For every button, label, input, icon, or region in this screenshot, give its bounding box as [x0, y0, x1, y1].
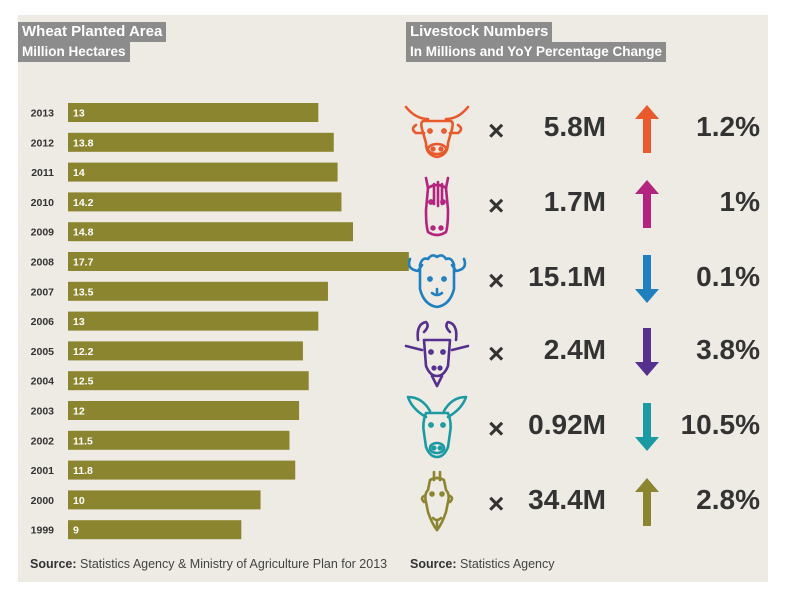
bar — [68, 460, 296, 480]
wheat-source-text: Statistics Agency & Ministry of Agricult… — [76, 557, 388, 571]
livestock-row-cow: × 5.8M 1.2% — [400, 95, 760, 167]
bar — [68, 281, 328, 301]
year-label: 2005 — [31, 346, 55, 358]
livestock-source-label: Source: — [410, 557, 457, 571]
year-label: 2006 — [31, 316, 55, 328]
livestock-row-sheep: × 15.1M 0.1% — [400, 245, 760, 317]
multiply-sign: × — [488, 338, 505, 369]
year-label: 1999 — [31, 525, 55, 537]
year-label: 2012 — [31, 137, 55, 149]
wheat-source: Source: Statistics Agency & Ministry of … — [30, 557, 387, 571]
livestock-change: 10.5% — [680, 409, 760, 440]
arrow-up-icon — [635, 478, 659, 526]
multiply-sign: × — [488, 115, 505, 146]
wheat-title: Wheat Planted Area — [18, 22, 167, 42]
bar-value-label: 11.5 — [73, 435, 93, 447]
bar — [68, 371, 309, 391]
bar — [68, 430, 290, 450]
bar-value-label: 11.8 — [73, 465, 93, 477]
bar-value-label: 12.2 — [73, 346, 94, 358]
year-label: 2004 — [31, 376, 55, 388]
cow-icon — [404, 105, 470, 159]
bar-value-label: 10 — [73, 495, 85, 507]
bar — [68, 490, 261, 510]
year-label: 2007 — [31, 286, 55, 298]
bar — [68, 132, 334, 152]
year-label: 2009 — [31, 227, 55, 239]
bar-value-label: 9 — [73, 525, 79, 537]
wheat-subtitle: Million Hectares — [18, 42, 130, 62]
year-label: 2001 — [31, 465, 55, 477]
arrow-up-icon — [635, 105, 659, 153]
arrow-up-icon — [635, 180, 659, 228]
year-label: 2003 — [31, 406, 55, 418]
livestock-row-horse: × 1.7M 1% — [400, 170, 760, 242]
livestock-count: 2.4M — [543, 334, 606, 365]
arrow-down-icon — [635, 255, 659, 303]
multiply-sign: × — [488, 265, 505, 296]
bar — [68, 401, 300, 420]
bar — [68, 311, 319, 331]
year-label: 2010 — [31, 197, 55, 209]
bar — [68, 222, 353, 242]
camel-icon — [420, 470, 454, 532]
horse-icon — [424, 176, 450, 237]
goat-icon — [404, 320, 470, 388]
livestock-source-text: Statistics Agency — [456, 557, 555, 571]
livestock-change: 2.8% — [696, 484, 760, 515]
livestock-count: 0.92M — [528, 409, 606, 440]
year-label: 2008 — [31, 257, 55, 269]
bar-value-label: 14.2 — [73, 197, 94, 209]
bar — [68, 252, 409, 271]
multiply-sign: × — [488, 190, 505, 221]
livestock-row-donkey: × 0.92M 10.5% — [400, 393, 760, 465]
bar — [68, 162, 338, 182]
wheat-source-label: Source: — [30, 557, 77, 571]
year-label: 2011 — [31, 167, 54, 179]
livestock-change: 1% — [719, 186, 760, 217]
livestock-count: 1.7M — [543, 186, 606, 217]
bar-value-label: 12.5 — [73, 376, 94, 388]
bar-value-label: 13.8 — [73, 137, 94, 149]
livestock-row-goat: × 2.4M 3.8% — [400, 318, 760, 390]
bar-value-label: 12 — [73, 406, 85, 418]
livestock-count: 5.8M — [543, 111, 606, 142]
multiply-sign: × — [488, 488, 505, 519]
sheep-icon — [407, 254, 467, 309]
arrow-down-icon — [635, 328, 659, 376]
bar-value-label: 17.7 — [73, 257, 94, 269]
livestock-row-camel: × 34.4M 2.8% — [400, 468, 760, 540]
livestock-change: 3.8% — [696, 334, 760, 365]
donkey-icon — [406, 395, 468, 459]
year-label: 2002 — [31, 435, 55, 447]
bar-value-label: 13 — [73, 108, 85, 120]
livestock-source: Source: Statistics Agency — [410, 557, 555, 571]
bar-value-label: 13.5 — [73, 286, 94, 298]
livestock-count: 34.4M — [528, 484, 606, 515]
bar-value-label: 14 — [73, 167, 85, 179]
year-label: 2000 — [31, 495, 55, 507]
bar — [68, 103, 319, 122]
bar — [68, 520, 242, 540]
livestock-count: 15.1M — [528, 261, 606, 292]
livestock-change: 0.1% — [696, 261, 760, 292]
bar — [68, 192, 342, 212]
bar-value-label: 13 — [73, 316, 85, 328]
arrow-down-icon — [635, 403, 659, 451]
livestock-title: Livestock Numbers — [406, 22, 553, 42]
livestock-change: 1.2% — [696, 111, 760, 142]
multiply-sign: × — [488, 413, 505, 444]
livestock-subtitle: In Millions and YoY Percentage Change — [406, 42, 667, 62]
bar — [68, 341, 303, 361]
bar-value-label: 14.8 — [73, 227, 94, 239]
year-label: 2013 — [31, 108, 55, 120]
